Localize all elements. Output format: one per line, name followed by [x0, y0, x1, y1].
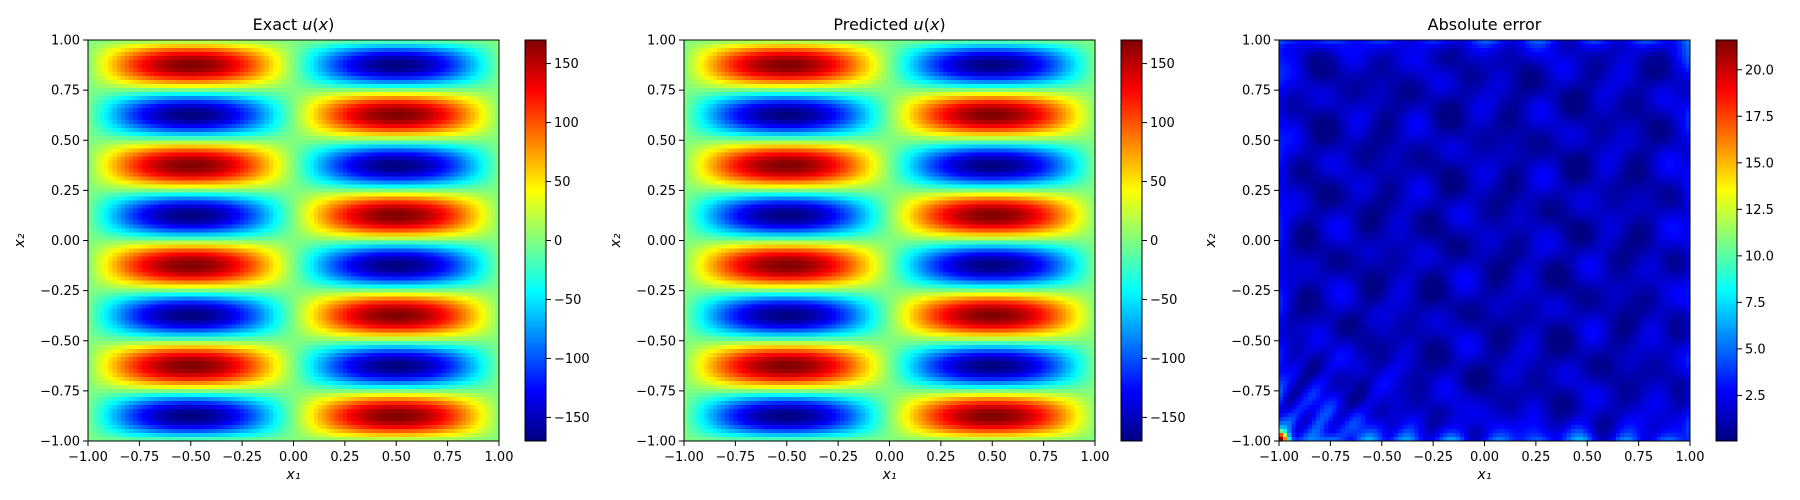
colorbar-tick-label: 2.5 — [1745, 389, 1766, 404]
y-tick-label: 0.75 — [1242, 84, 1271, 99]
colorbar-tick-label: 15.0 — [1745, 156, 1774, 171]
y-tick-label: 0.25 — [51, 184, 80, 199]
x-tick-label: −0.50 — [1362, 450, 1402, 465]
x-axis-label: x₁ — [286, 467, 301, 483]
heatmap-image — [88, 40, 499, 441]
subplot-1: −1.00 −0.75 −0.50 −0.25 0.00 0.25 0.50 0.75 1.00… — [12, 15, 590, 483]
colorbar-tick-label: −150 — [1150, 411, 1186, 426]
colorbar: 20.0 17.5 15.0 12.5 10.0 7.5 5.0 2.5 — [1715, 39, 1774, 442]
heatmap-image — [684, 40, 1095, 441]
x-tick-label: 0.00 — [875, 450, 904, 465]
y-tick-label: 0.00 — [1242, 234, 1271, 249]
colorbar-tick-label: 5.0 — [1745, 342, 1766, 357]
colorbar-tick-label: −100 — [1150, 352, 1186, 367]
x-tick-label: 0.75 — [1029, 450, 1058, 465]
colorbar: 150 100 50 0 −50 −100 −150 — [1120, 39, 1186, 442]
y-tick-label: 0.50 — [51, 134, 80, 149]
y-tick-label: 0.00 — [647, 234, 676, 249]
colorbar-gradient — [525, 40, 546, 441]
x-tick-label: −0.50 — [767, 450, 807, 465]
y-tick-label: 0.00 — [51, 234, 80, 249]
y-tick-label: −0.25 — [40, 284, 80, 299]
x-tick-label: 0.50 — [1573, 450, 1602, 465]
y-tick-label: −0.75 — [1231, 384, 1271, 399]
colorbar-tick-label: −150 — [554, 411, 590, 426]
heatmap-image — [1279, 40, 1690, 441]
y-tick-label: 0.50 — [647, 134, 676, 149]
colorbar-tick-label: 150 — [1150, 57, 1175, 72]
y-tick-label: −0.50 — [1231, 334, 1271, 349]
colorbar-tick-label: 10.0 — [1745, 249, 1774, 264]
colorbar-tick-label: 100 — [1150, 116, 1175, 131]
y-tick-label: −0.25 — [1231, 284, 1271, 299]
x-tick-label: −0.25 — [222, 450, 262, 465]
x-tick-label: −1.00 — [664, 450, 704, 465]
y-tick-label: 0.75 — [647, 84, 676, 99]
colorbar-tick-label: 150 — [554, 57, 579, 72]
colorbar-tick-label: 0 — [1150, 234, 1158, 249]
colorbar-tick-label: 20.0 — [1745, 63, 1774, 78]
y-tick-label: 1.00 — [647, 34, 676, 49]
x-tick-label: 1.00 — [1081, 450, 1110, 465]
colorbar-frame — [1715, 39, 1738, 442]
colorbar-tick-label: 17.5 — [1745, 110, 1774, 125]
y-tick-label: −0.75 — [40, 384, 80, 399]
x-tick-label: −0.75 — [715, 450, 755, 465]
x-tick-label: −0.25 — [818, 450, 858, 465]
x-tick-label: 0.25 — [926, 450, 955, 465]
y-tick-label: −1.00 — [1231, 435, 1271, 450]
x-tick-label: 0.75 — [1624, 450, 1653, 465]
subplot-3: −1.00 −0.75 −0.50 −0.25 0.00 0.25 0.50 0.75 1.00… — [1203, 15, 1774, 483]
colorbar-tick-label: −50 — [554, 293, 581, 308]
colorbar-tick-label: 50 — [554, 175, 571, 190]
y-tick-label: 1.00 — [1242, 34, 1271, 49]
colorbar-gradient — [1121, 40, 1142, 441]
x-tick-label: −0.75 — [1310, 450, 1350, 465]
x-tick-label: 0.00 — [1470, 450, 1499, 465]
y-axis-label: x₂ — [12, 233, 28, 248]
y-tick-label: 1.00 — [51, 34, 80, 49]
subplot-title: Absolute error — [1428, 15, 1542, 34]
subplot-2: −1.00 −0.75 −0.50 −0.25 0.00 0.25 0.50 0.75 1.00… — [608, 15, 1186, 483]
y-tick-label: −0.25 — [636, 284, 676, 299]
y-tick-label: −0.50 — [40, 334, 80, 349]
colorbar-tick-label: 50 — [1150, 175, 1167, 190]
colorbar-tick-label: 12.5 — [1745, 203, 1774, 218]
x-tick-label: 1.00 — [1676, 450, 1705, 465]
x-tick-label: −0.75 — [119, 450, 159, 465]
colorbar-tick-label: −100 — [554, 352, 590, 367]
x-axis-label: x₁ — [1477, 467, 1492, 483]
x-tick-label: 0.50 — [978, 450, 1007, 465]
y-tick-label: −0.75 — [636, 384, 676, 399]
y-tick-label: 0.75 — [51, 84, 80, 99]
x-tick-label: −0.50 — [171, 450, 211, 465]
y-axis-label: x₂ — [1203, 233, 1219, 248]
x-tick-label: −1.00 — [68, 450, 108, 465]
y-tick-label: 0.25 — [1242, 184, 1271, 199]
x-tick-label: 0.00 — [279, 450, 308, 465]
y-tick-label: −0.50 — [636, 334, 676, 349]
subplot-title: Exact u(x) — [253, 15, 335, 34]
colorbar: 150 100 50 0 −50 −100 −150 — [524, 39, 590, 442]
x-axis-label: x₁ — [882, 467, 897, 483]
y-axis-label: x₂ — [608, 233, 624, 248]
x-tick-label: 0.75 — [433, 450, 462, 465]
colorbar-tick-label: −50 — [1150, 293, 1177, 308]
x-tick-label: 0.25 — [1521, 450, 1550, 465]
colorbar-tick-label: 100 — [554, 116, 579, 131]
subplot-title: Predicted u(x) — [833, 15, 945, 34]
colorbar-tick-label: 7.5 — [1745, 296, 1766, 311]
x-tick-label: 0.25 — [330, 450, 359, 465]
y-tick-label: 0.50 — [1242, 134, 1271, 149]
x-tick-label: 1.00 — [485, 450, 514, 465]
colorbar-tick-label: 0 — [554, 234, 562, 249]
x-tick-label: −1.00 — [1259, 450, 1299, 465]
x-tick-label: 0.50 — [382, 450, 411, 465]
y-tick-label: 0.25 — [647, 184, 676, 199]
colorbar-gradient — [1716, 40, 1737, 441]
x-tick-label: −0.25 — [1413, 450, 1453, 465]
y-tick-label: −1.00 — [40, 435, 80, 450]
y-tick-label: −1.00 — [636, 435, 676, 450]
